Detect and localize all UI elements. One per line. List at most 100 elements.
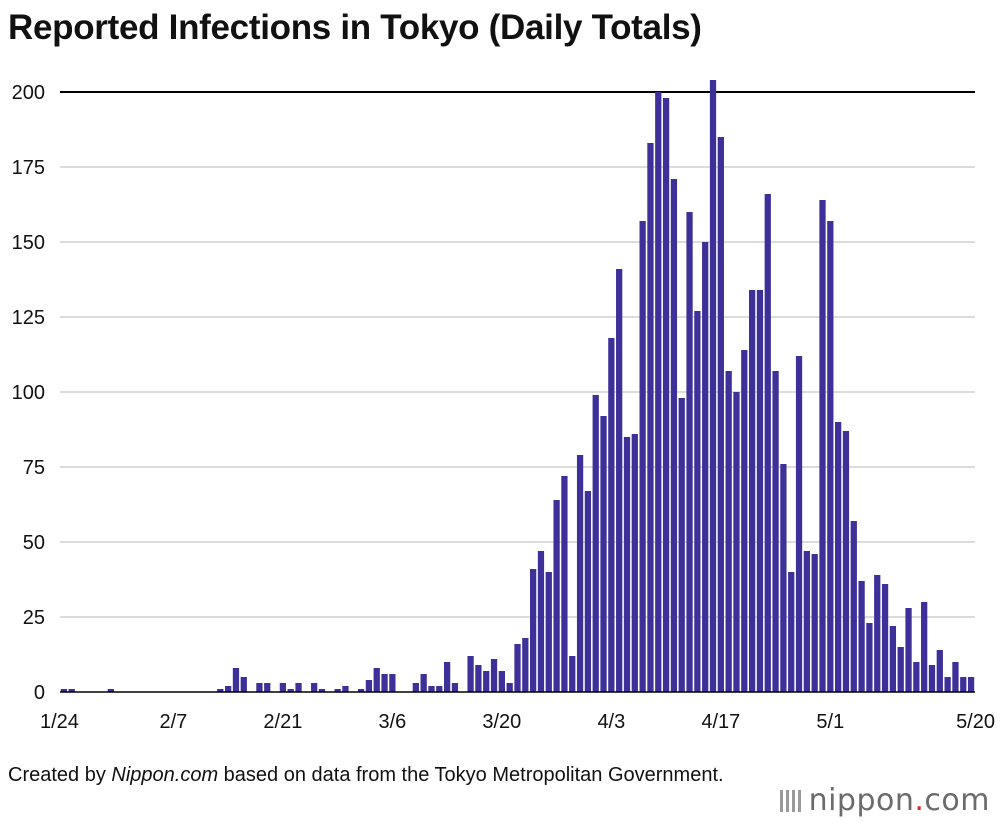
bar	[537, 551, 545, 692]
bar	[655, 92, 662, 692]
bar	[357, 689, 365, 692]
logo-bars-icon	[779, 789, 801, 812]
bar	[647, 143, 654, 692]
x-tick-label: 2/21	[263, 711, 302, 733]
bar	[842, 431, 850, 692]
bar	[240, 677, 247, 692]
bar	[498, 671, 505, 692]
bar	[631, 434, 638, 692]
bar	[342, 686, 349, 692]
bar	[600, 416, 607, 692]
x-tick-label: 5/1	[816, 711, 844, 733]
x-tick-label: 3/6	[378, 711, 406, 733]
bar	[576, 455, 584, 692]
bar	[107, 689, 114, 692]
bar	[420, 674, 427, 692]
bar	[725, 371, 732, 692]
bar	[803, 551, 810, 692]
bar	[256, 683, 263, 692]
bar	[225, 686, 232, 692]
bar	[936, 650, 943, 692]
bar	[741, 350, 748, 692]
logo-tld: com	[924, 783, 990, 818]
bar	[584, 491, 592, 692]
bar	[889, 626, 897, 692]
bar	[897, 647, 904, 692]
bar	[608, 338, 615, 692]
bar	[592, 395, 599, 692]
bar	[858, 581, 865, 692]
bar	[709, 80, 717, 692]
bar	[506, 683, 513, 692]
bar	[436, 686, 443, 692]
bar	[881, 584, 889, 692]
bar	[764, 194, 771, 692]
bar	[443, 662, 451, 692]
bar	[772, 371, 779, 692]
bars	[60, 80, 975, 692]
credit-source: Nippon.com	[111, 764, 219, 786]
bar	[389, 674, 396, 692]
bar	[921, 602, 928, 692]
bar	[850, 521, 857, 692]
bar	[639, 221, 646, 692]
bar	[412, 683, 419, 692]
bar	[819, 200, 826, 692]
x-tick-label: 3/20	[482, 711, 521, 733]
bar	[334, 689, 341, 692]
bar	[490, 659, 498, 692]
credit-prefix: Created by	[8, 764, 112, 786]
bar	[522, 638, 529, 692]
bar	[662, 98, 670, 692]
bar	[827, 221, 834, 692]
y-axis-ticks: 0 25 50 75 100 125 150 175 200	[12, 82, 45, 704]
bar	[788, 572, 795, 692]
bar	[944, 677, 951, 692]
y-tick-label: 75	[23, 457, 45, 479]
bar	[467, 656, 474, 692]
y-tick-label: 200	[12, 82, 45, 104]
bar	[365, 680, 373, 692]
bar	[748, 290, 756, 692]
bar	[232, 668, 240, 692]
bar	[678, 398, 685, 692]
bar	[795, 356, 803, 692]
bar	[311, 683, 318, 692]
x-tick-label: 4/3	[597, 711, 625, 733]
bar	[475, 665, 482, 692]
bar	[545, 572, 552, 692]
bar	[623, 437, 631, 692]
bar	[967, 677, 975, 692]
bar	[960, 677, 967, 692]
bar	[530, 569, 537, 692]
bar	[811, 554, 818, 692]
bar	[451, 683, 459, 692]
x-axis-ticks: 1/24 2/7 2/21 3/6 3/20 4/3 4/17 5/1 5/20	[40, 711, 995, 733]
y-tick-label: 25	[23, 607, 45, 629]
logo-name: nippon	[808, 783, 915, 818]
bar	[569, 656, 576, 692]
source-credit: Created by Nippon.com based on data from…	[8, 762, 768, 788]
bar	[952, 662, 959, 692]
bar	[60, 689, 68, 692]
y-tick-label: 50	[23, 532, 45, 554]
bar	[68, 689, 75, 692]
bar	[780, 464, 787, 692]
y-tick-label: 150	[12, 232, 45, 254]
bar	[373, 668, 380, 692]
bar	[874, 575, 881, 692]
bar	[694, 311, 701, 692]
grid-lines	[60, 91, 975, 618]
y-tick-label: 0	[34, 682, 45, 704]
y-tick-label: 100	[12, 382, 45, 404]
x-tick-label: 5/20	[956, 711, 995, 733]
chart-title: Reported Infections in Tokyo (Daily Tota…	[8, 8, 702, 47]
bar	[733, 392, 740, 692]
x-tick-label: 4/17	[701, 711, 740, 733]
y-tick-label: 175	[12, 157, 45, 179]
bar	[702, 242, 709, 692]
bar	[287, 689, 294, 692]
bar	[428, 686, 435, 692]
bar	[553, 500, 560, 692]
bar	[295, 683, 302, 692]
